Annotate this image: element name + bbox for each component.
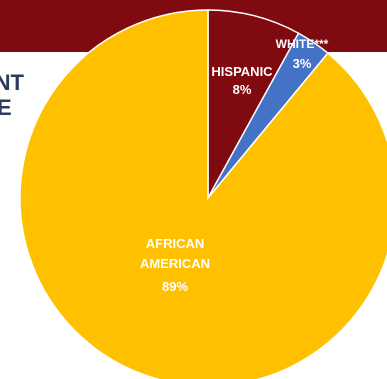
pie-slice-african-american xyxy=(19,9,387,379)
slice-value-african-american: 89% xyxy=(162,279,188,294)
page-heading-fragment: ENT E xyxy=(0,70,60,120)
slice-label-hispanic: HISPANIC xyxy=(211,64,273,79)
slice-label-african-american-line1: AFRICAN xyxy=(146,236,205,251)
heading-line-1: ENT xyxy=(0,70,24,95)
slice-value-white: 3% xyxy=(293,56,312,71)
heading-line-2: E xyxy=(0,95,12,120)
slice-value-hispanic: 8% xyxy=(233,82,252,97)
pie-slices xyxy=(19,9,387,379)
slice-label-african-american-line2: AMERICAN xyxy=(140,256,210,271)
pie-slice-hispanic xyxy=(207,9,300,199)
slice-label-white: WHITE*** xyxy=(276,37,329,51)
